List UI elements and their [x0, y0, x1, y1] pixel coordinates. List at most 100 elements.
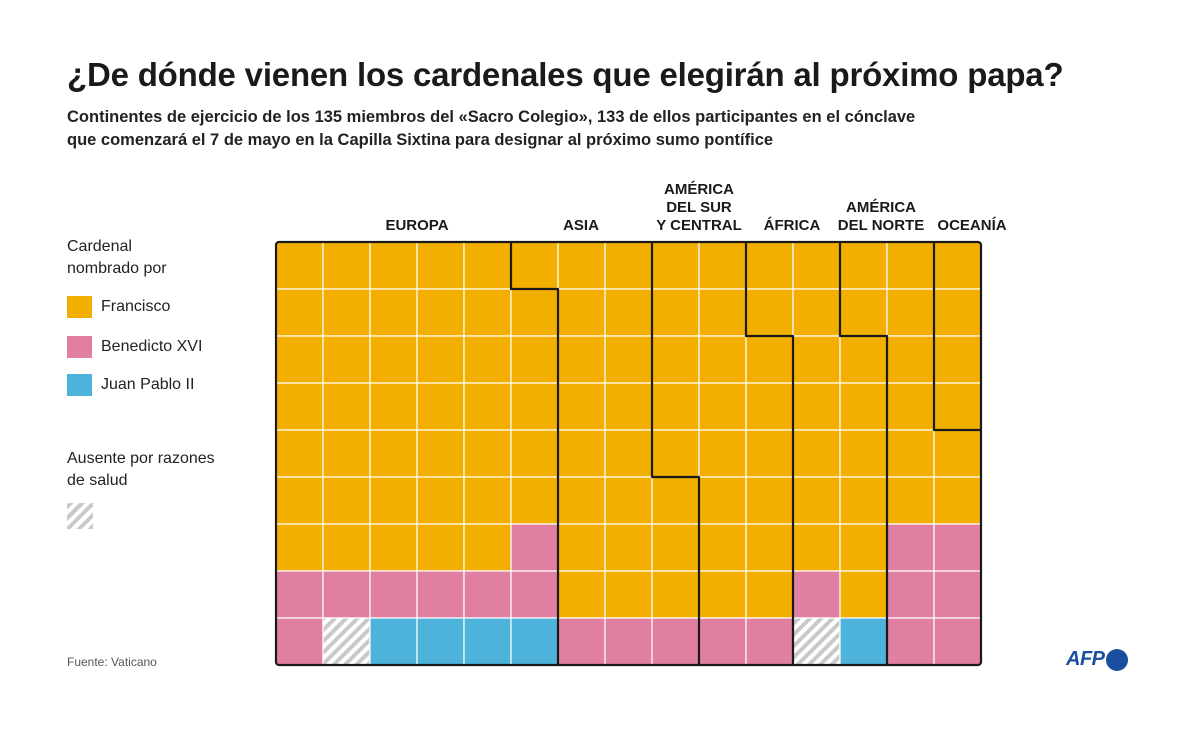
waffle-cell-francisco [275, 335, 324, 384]
waffle-cell-francisco [416, 523, 465, 572]
waffle-cell-benedicto [792, 570, 841, 619]
legend-item-juan-pablo: Juan Pablo II [67, 374, 194, 396]
waffle-cell-francisco [604, 335, 653, 384]
waffle-cell-francisco [651, 288, 700, 337]
continent-label: AMÉRICA [846, 199, 916, 216]
continent-boundary [744, 242, 795, 665]
waffle-cell-benedicto [745, 617, 794, 666]
waffle-cell-francisco [322, 476, 371, 525]
source-note: Fuente: Vaticano [67, 655, 157, 669]
waffle-cell-francisco [416, 476, 465, 525]
waffle-cell-juanpablo [369, 617, 418, 666]
waffle-cell-francisco [510, 429, 559, 478]
waffle-cell-francisco [839, 476, 888, 525]
waffle-cell-francisco [745, 429, 794, 478]
waffle-cell-juanpablo [416, 617, 465, 666]
waffle-cell-francisco [510, 382, 559, 431]
waffle-cell-francisco [369, 288, 418, 337]
waffle-cell-francisco [322, 382, 371, 431]
waffle-cell-francisco [792, 382, 841, 431]
waffle-cell-juanpablo [510, 617, 559, 666]
legend-swatch-francisco [67, 296, 92, 318]
waffle-cell-francisco [557, 476, 606, 525]
waffle-cell-francisco [275, 241, 324, 290]
waffle-cell-francisco [369, 382, 418, 431]
waffle-cell-francisco [933, 335, 982, 384]
waffle-cell-francisco [510, 476, 559, 525]
waffle-cell-francisco [651, 429, 700, 478]
waffle-cell-francisco [745, 335, 794, 384]
waffle-cell-francisco [463, 429, 512, 478]
legend-label-juan-pablo: Juan Pablo II [101, 376, 195, 393]
waffle-cell-francisco [698, 335, 747, 384]
subtitle-line-1: Continentes de ejercicio de los 135 miem… [67, 108, 916, 126]
waffle-cell-francisco [275, 288, 324, 337]
waffle-cell-francisco [322, 429, 371, 478]
waffle-cell-francisco [745, 570, 794, 619]
waffle-cell-francisco [557, 523, 606, 572]
waffle-cell-francisco [369, 241, 418, 290]
waffle-cell-benedicto [463, 570, 512, 619]
waffle-cell-francisco [510, 288, 559, 337]
waffle-cell-francisco [463, 335, 512, 384]
waffle-cell-francisco [416, 288, 465, 337]
waffle-cell-francisco [886, 335, 935, 384]
waffle-cell-benedicto [369, 570, 418, 619]
waffle-cell-francisco [745, 241, 794, 290]
waffle-cell-francisco [698, 241, 747, 290]
legend-heading: Cardenal nombrado por [67, 236, 167, 280]
waffle-cell-francisco [745, 476, 794, 525]
waffle-cell-francisco [792, 335, 841, 384]
subtitle-line-2: que comenzará el 7 de mayo en la Capilla… [67, 131, 774, 149]
continent-boundary [509, 242, 560, 665]
waffle-cell-francisco [651, 523, 700, 572]
waffle-cell-benedicto [510, 570, 559, 619]
waffle-cell-francisco [933, 476, 982, 525]
waffle-cell-benedicto [886, 523, 935, 572]
waffle-cell-absent [322, 617, 371, 666]
waffle-cell-francisco [322, 241, 371, 290]
waffle-cell-francisco [698, 288, 747, 337]
waffle-cell-juanpablo [839, 617, 888, 666]
waffle-cell-francisco [792, 476, 841, 525]
continent-boundary [932, 242, 981, 432]
afp-logo-text: AFP [1066, 648, 1105, 670]
legend-absent-line-1: Ausente por razones [67, 450, 215, 467]
waffle-cell-francisco [745, 288, 794, 337]
waffle-cell-francisco [839, 523, 888, 572]
waffle-cell-francisco [604, 288, 653, 337]
legend-swatch-juan-pablo [67, 374, 92, 396]
waffle-cell-francisco [839, 429, 888, 478]
waffle-cell-benedicto [510, 523, 559, 572]
waffle-cell-francisco [792, 523, 841, 572]
waffle-cell-francisco [416, 382, 465, 431]
waffle-cell-francisco [416, 429, 465, 478]
waffle-cell-francisco [416, 335, 465, 384]
continent-label: ASIA [563, 217, 599, 234]
waffle-cell-francisco [698, 476, 747, 525]
continent-label: DEL SUR [666, 199, 732, 216]
waffle-cell-francisco [369, 335, 418, 384]
waffle-cell-francisco [792, 241, 841, 290]
waffle-cell-francisco [369, 476, 418, 525]
waffle-cell-absent [792, 617, 841, 666]
continent-label: AMÉRICA [664, 181, 734, 198]
continent-label: EUROPA [385, 217, 448, 234]
legend-heading-line-1: Cardenal [67, 238, 132, 255]
waffle-cell-francisco [416, 241, 465, 290]
subtitle: Continentes de ejercicio de los 135 miem… [67, 106, 915, 152]
waffle-cell-francisco [839, 570, 888, 619]
afp-logo-dot-icon [1105, 648, 1128, 671]
continent-boundary [650, 242, 701, 665]
waffle-cell-francisco [463, 382, 512, 431]
waffle-cell-francisco [651, 241, 700, 290]
waffle-cell-francisco [604, 523, 653, 572]
waffle-cell-francisco [463, 476, 512, 525]
waffle-cell-francisco [886, 476, 935, 525]
waffle-cell-benedicto [698, 617, 747, 666]
legend-label-benedicto: Benedicto XVI [101, 338, 203, 355]
waffle-cell-francisco [369, 523, 418, 572]
waffle-cell-francisco [698, 429, 747, 478]
waffle-cell-francisco [839, 382, 888, 431]
